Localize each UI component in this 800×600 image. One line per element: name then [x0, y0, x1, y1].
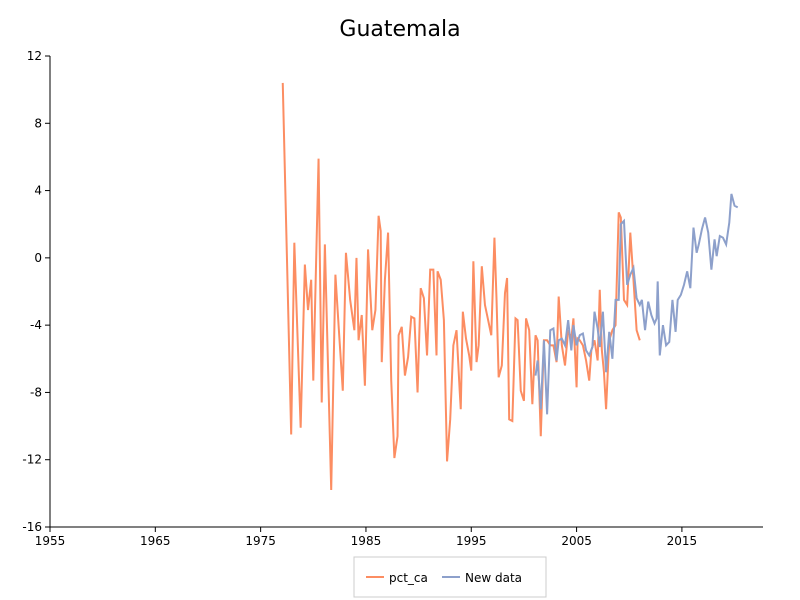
x-tick-label: 1975 — [245, 534, 276, 548]
x-tick-label: 2015 — [667, 534, 698, 548]
y-tick-label: -12 — [22, 453, 42, 467]
x-tick-label: 2005 — [561, 534, 592, 548]
legend-label: New data — [465, 571, 522, 585]
y-tick-label: 0 — [34, 251, 42, 265]
x-tick-label: 1965 — [140, 534, 171, 548]
series-line — [281, 82, 641, 491]
chart-title: Guatemala — [339, 17, 460, 42]
series-line — [534, 193, 739, 415]
y-tick-label: -16 — [22, 520, 42, 534]
y-tick-label: 8 — [34, 116, 42, 130]
x-tick-label: 1985 — [351, 534, 382, 548]
y-tick-label: -4 — [30, 318, 42, 332]
legend-label: pct_ca — [389, 571, 428, 585]
x-tick-label: 1955 — [35, 534, 66, 548]
y-tick-label: -8 — [30, 385, 42, 399]
y-tick-label: 12 — [27, 49, 42, 63]
x-tick-label: 1995 — [456, 534, 487, 548]
y-tick-label: 4 — [34, 184, 42, 198]
